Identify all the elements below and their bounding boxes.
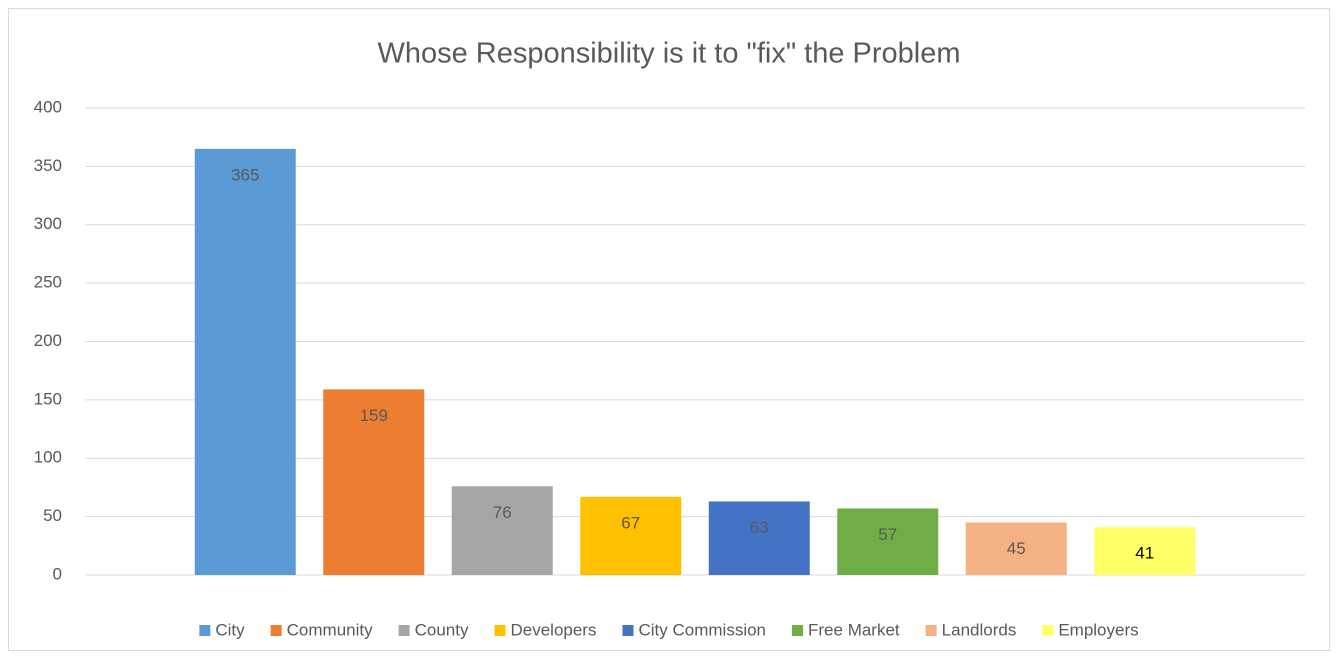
legend-swatch [792,625,804,636]
legend-label: City Commission [638,620,766,639]
legend-swatch [398,625,410,636]
chart-title: Whose Responsibility is it to "fix" the … [377,38,960,70]
y-tick-label: 150 [34,389,62,408]
legend-label: Free Market [808,620,900,639]
data-label: 76 [493,503,512,522]
legend-label: City [215,620,245,639]
legend-label: Employers [1058,620,1138,639]
bar [323,389,425,575]
bar [965,522,1067,575]
bar [194,148,296,576]
legend-swatch [925,625,937,636]
data-label: 63 [750,518,769,537]
legend-label: County [415,620,469,639]
legend-label: Landlords [942,620,1017,639]
legend-swatch [199,625,211,636]
bar [1094,527,1196,575]
legend-label: Community [287,620,373,639]
y-tick-label: 100 [34,448,62,467]
data-label: 159 [360,406,388,425]
legend-swatch [1042,625,1054,636]
bar [580,496,682,575]
y-tick-label: 350 [34,156,62,175]
y-tick-label: 250 [34,273,62,292]
bar [837,508,939,575]
data-label: 45 [1007,539,1026,558]
data-label: 365 [231,165,259,184]
y-tick-label: 300 [34,214,62,233]
legend-swatch [494,625,506,636]
legend-swatch [270,625,282,636]
legend-swatch [622,625,634,636]
data-label: 41 [1135,544,1154,563]
data-label: 57 [878,525,897,544]
y-tick-label: 400 [34,97,62,116]
y-tick-label: 0 [53,564,62,583]
bar [451,486,553,575]
y-tick-label: 50 [43,506,62,525]
y-tick-label: 200 [34,331,62,350]
bar [708,501,810,575]
legend-label: Developers [510,620,596,639]
data-label: 67 [621,513,640,532]
